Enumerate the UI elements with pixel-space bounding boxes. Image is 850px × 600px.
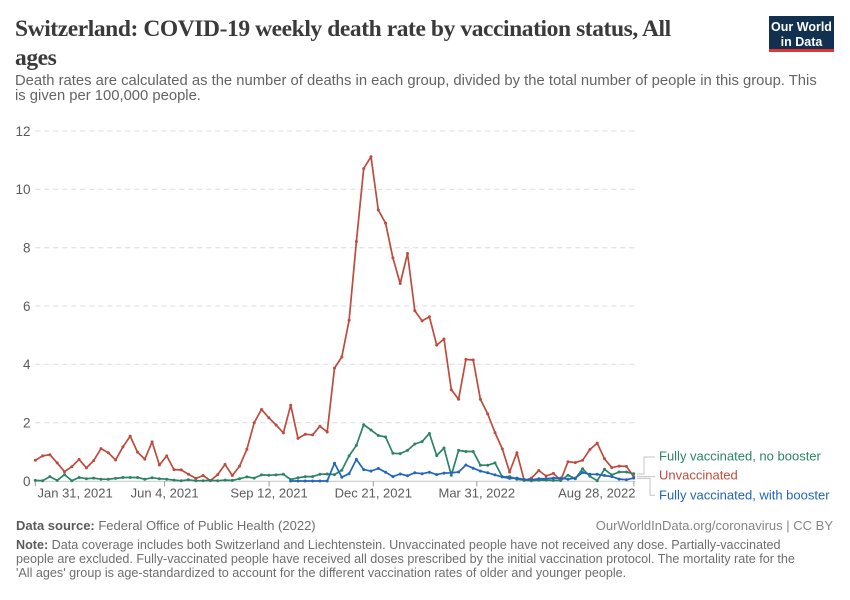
svg-text:Fully vaccinated, with booster: Fully vaccinated, with booster	[659, 487, 830, 502]
svg-text:Jun 4, 2021: Jun 4, 2021	[131, 486, 199, 501]
svg-text:8: 8	[23, 241, 31, 256]
svg-text:Mar 31, 2022: Mar 31, 2022	[438, 486, 515, 501]
svg-text:10: 10	[15, 182, 30, 197]
svg-text:Dec 21, 2021: Dec 21, 2021	[335, 486, 412, 501]
svg-text:Aug 28, 2022: Aug 28, 2022	[558, 486, 635, 501]
svg-text:Sep 12, 2021: Sep 12, 2021	[230, 486, 307, 501]
svg-text:4: 4	[23, 357, 31, 372]
svg-text:12: 12	[15, 124, 30, 139]
svg-text:Jan 31, 2021: Jan 31, 2021	[38, 486, 113, 501]
svg-text:6: 6	[23, 299, 31, 314]
svg-text:Fully vaccinated, no booster: Fully vaccinated, no booster	[659, 449, 822, 464]
svg-text:2: 2	[23, 416, 31, 431]
svg-text:Unvaccinated: Unvaccinated	[659, 468, 738, 483]
svg-text:0: 0	[23, 474, 31, 489]
